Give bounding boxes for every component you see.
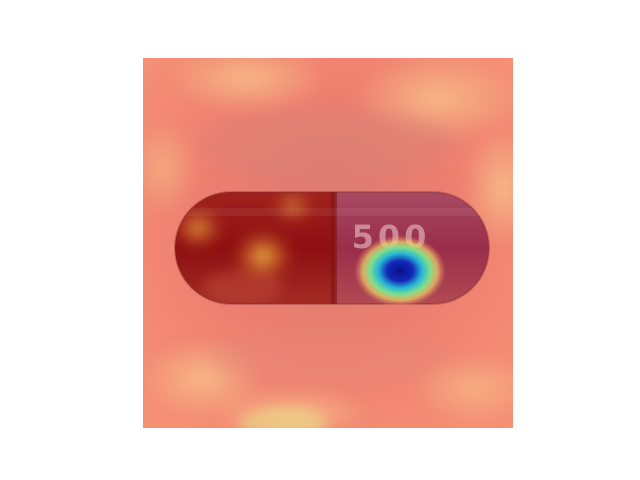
heatmap-peak-hotspot (354, 235, 446, 307)
capsule-heatmap-image: 500 (143, 58, 513, 428)
capsule-seam (331, 192, 337, 304)
capsule-outline (174, 191, 490, 305)
heatmap-capsule-hotspots (175, 192, 315, 304)
heatmap-bottom-spot (238, 409, 328, 428)
capsule (175, 192, 489, 304)
